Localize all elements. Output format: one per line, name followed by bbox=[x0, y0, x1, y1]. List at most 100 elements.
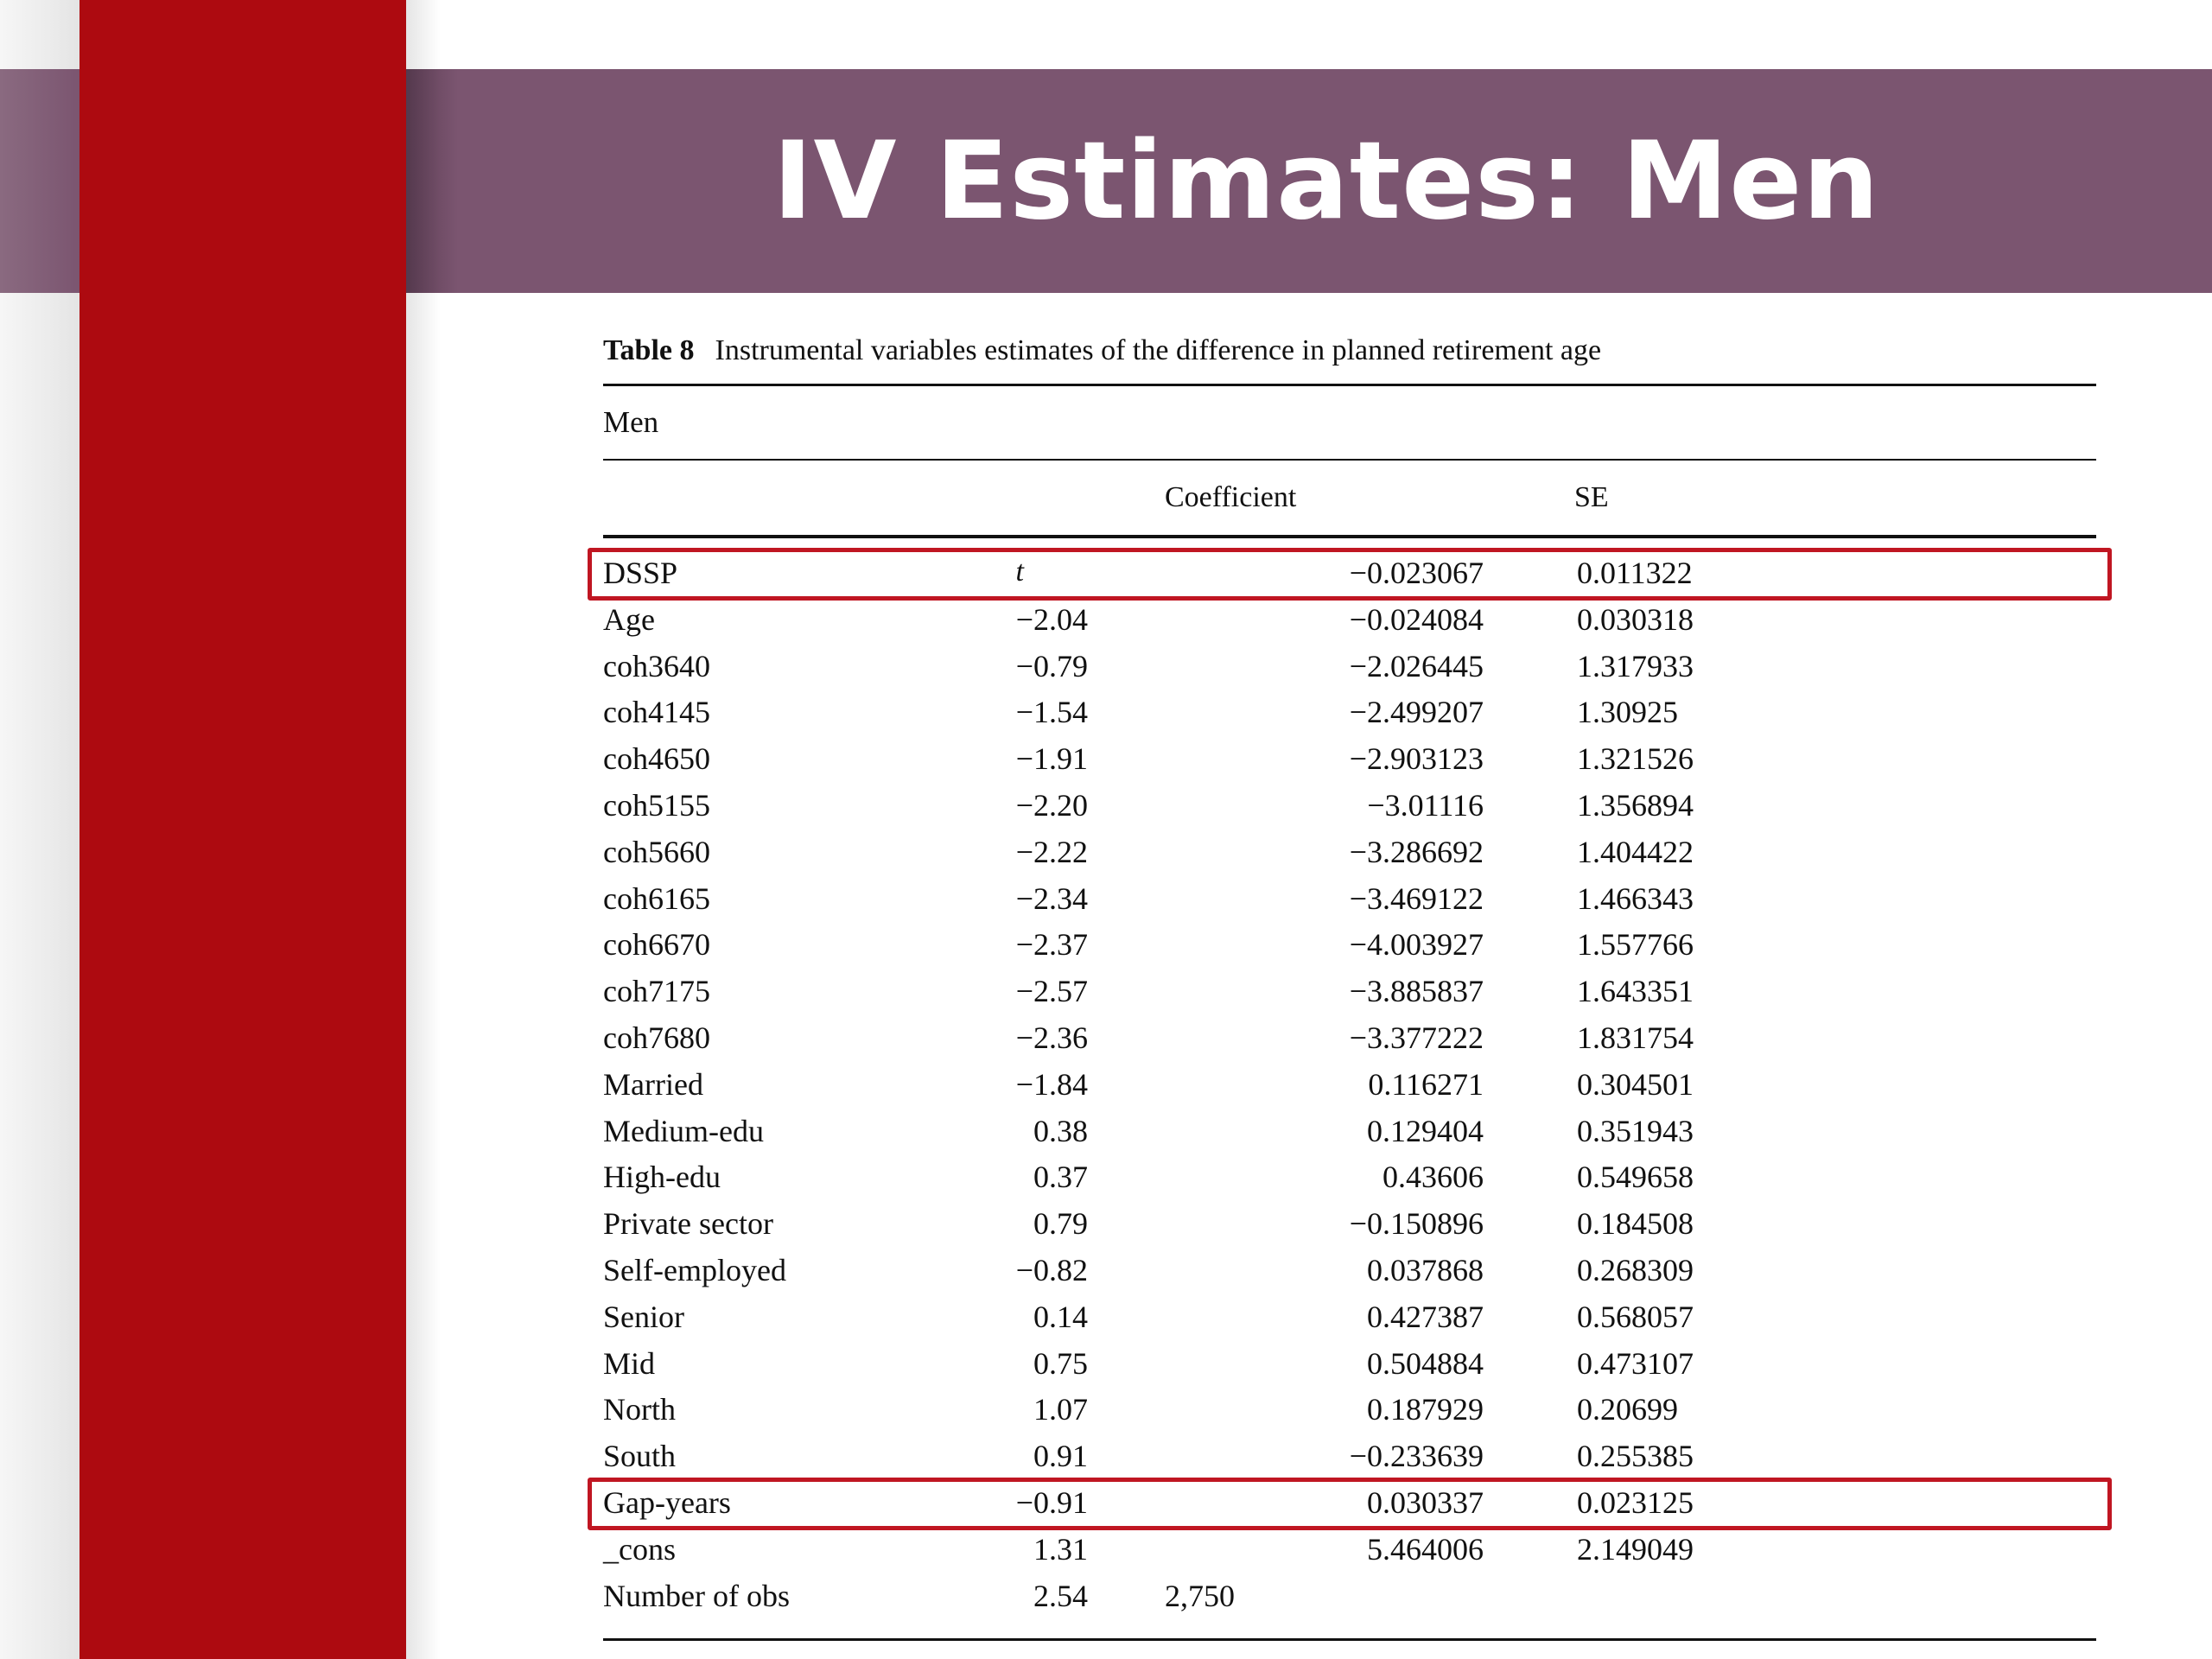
regression-table: Table 8 Instrumental variables estimates … bbox=[588, 318, 2112, 1642]
variable-cell: Number of obs bbox=[603, 1578, 790, 1613]
t-stat-cell: −1.54 bbox=[1015, 695, 1088, 730]
title-band-fade-left bbox=[0, 69, 79, 293]
red-accent-bar bbox=[79, 0, 406, 1659]
se-cell: 1.466343 bbox=[1577, 880, 1694, 916]
t-stat-cell: −1.84 bbox=[1015, 1066, 1088, 1102]
t-stat-cell: −2.04 bbox=[1015, 601, 1088, 637]
coefficient-cell: 0.187929 bbox=[1367, 1392, 1484, 1427]
coefficient-cell: 2,750 bbox=[1165, 1578, 1235, 1613]
variable-cell: Self-employed bbox=[603, 1252, 786, 1287]
t-stat-cell: −2.57 bbox=[1015, 974, 1088, 1009]
t-stat-cell: 0.37 bbox=[1033, 1160, 1088, 1195]
variable-cell: Medium-edu bbox=[603, 1113, 764, 1148]
variable-cell: coh6165 bbox=[603, 880, 710, 916]
variable-cell: coh7175 bbox=[603, 974, 710, 1009]
coefficient-cell: −3.885837 bbox=[1349, 974, 1484, 1009]
coefficient-cell: −3.469122 bbox=[1349, 880, 1484, 916]
se-cell: 0.023125 bbox=[1577, 1484, 1694, 1520]
variable-cell: _cons bbox=[603, 1531, 676, 1567]
obs-count-row: Number of obs 2,750 bbox=[603, 1573, 2096, 1620]
table-row: North 0.187929 0.20699 0.91 bbox=[603, 1387, 2096, 1473]
t-stat-cell: −2.22 bbox=[1015, 834, 1088, 869]
table-row: Senior 0.427387 0.568057 0.75 bbox=[603, 1294, 2096, 1381]
table-row: coh7680 −3.377222 1.831754 −1.84 bbox=[603, 1015, 2096, 1102]
coefficient-cell: 0.427387 bbox=[1367, 1299, 1484, 1334]
se-cell: 0.011322 bbox=[1577, 556, 1693, 590]
t-stat-cell: −2.34 bbox=[1015, 880, 1088, 916]
table-group-label: Men bbox=[603, 405, 659, 439]
table-row: Medium-edu 0.129404 0.351943 0.37 bbox=[603, 1109, 2096, 1195]
header-coefficient: Coefficient bbox=[1165, 481, 1297, 513]
variable-cell: South bbox=[603, 1439, 677, 1474]
coefficient-cell: −0.024084 bbox=[1349, 601, 1484, 637]
red-bar-shadow bbox=[406, 0, 441, 1659]
se-cell: 0.549658 bbox=[1577, 1160, 1694, 1195]
se-cell: 0.20699 bbox=[1577, 1392, 1678, 1427]
t-stat-cell: −1.91 bbox=[1015, 741, 1088, 777]
table-body: DSSP −0.023067 0.011322 −2.04 Age −0.024084 0.… bbox=[588, 538, 2112, 1620]
se-cell: 0.351943 bbox=[1577, 1113, 1694, 1148]
coefficient-cell: −2.499207 bbox=[1349, 695, 1484, 730]
table-row: Private sector −0.150896 0.184508 −0.82 bbox=[603, 1201, 2096, 1287]
se-cell: 1.643351 bbox=[1577, 974, 1694, 1009]
coefficient-cell: −3.01116 bbox=[1367, 787, 1484, 823]
table-row: coh5155 −3.01116 1.356894 −2.22 bbox=[603, 783, 2096, 869]
se-cell: 2.149049 bbox=[1577, 1531, 1694, 1567]
table-row: Married 0.116271 0.304501 0.38 bbox=[603, 1062, 2096, 1148]
variable-cell: coh5155 bbox=[603, 787, 710, 823]
se-cell bbox=[1484, 1573, 2096, 1620]
title-band-shadow bbox=[406, 69, 458, 293]
variable-cell: DSSP bbox=[603, 556, 678, 590]
table-row: Mid 0.504884 0.473107 1.07 bbox=[603, 1341, 2096, 1427]
se-cell: 0.184508 bbox=[1577, 1206, 1694, 1242]
coefficient-cell: −0.233639 bbox=[1349, 1439, 1484, 1474]
coefficient-cell: 0.43606 bbox=[1382, 1160, 1484, 1195]
t-stat-cell: −2.20 bbox=[1015, 787, 1088, 823]
table-row: South −0.233639 0.255385 −0.91 bbox=[603, 1433, 2096, 1520]
coefficient-cell: 0.129404 bbox=[1367, 1113, 1484, 1148]
t-stat-cell: 0.75 bbox=[1033, 1345, 1088, 1381]
coefficient-cell: −0.150896 bbox=[1349, 1206, 1484, 1242]
table-row: High-edu 0.43606 0.549658 0.79 bbox=[603, 1154, 2096, 1241]
variable-cell: coh3640 bbox=[603, 648, 710, 683]
table-row: Age −0.024084 0.030318 −0.79 bbox=[603, 597, 2096, 683]
se-cell: 1.557766 bbox=[1577, 927, 1694, 963]
t-stat-cell: 0.79 bbox=[1033, 1206, 1088, 1242]
se-cell: 1.831754 bbox=[1577, 1020, 1694, 1055]
table-caption-text: Instrumental variables estimates of the … bbox=[715, 334, 1602, 366]
variable-cell: Private sector bbox=[603, 1206, 773, 1242]
coefficient-cell: −3.286692 bbox=[1349, 834, 1484, 869]
coefficient-cell: −4.003927 bbox=[1349, 927, 1484, 963]
se-cell: 0.568057 bbox=[1577, 1299, 1694, 1334]
coefficient-cell: 0.030337 bbox=[1367, 1484, 1484, 1520]
variable-cell: High-edu bbox=[603, 1160, 721, 1195]
slide-title: IV Estimates: Men bbox=[772, 118, 1880, 244]
se-cell: 0.255385 bbox=[1577, 1439, 1694, 1474]
se-cell: 1.404422 bbox=[1577, 834, 1694, 869]
table-row: _cons 5.464006 2.149049 2.54 bbox=[603, 1527, 2096, 1613]
header-se: SE bbox=[1574, 481, 1609, 513]
t-stat-cell: 0.14 bbox=[1033, 1299, 1088, 1334]
variable-cell: coh4650 bbox=[603, 741, 710, 777]
t-stat-cell: −0.79 bbox=[1015, 648, 1088, 683]
t-stat-cell: 1.07 bbox=[1033, 1392, 1088, 1427]
table-top-rule bbox=[603, 384, 2096, 386]
table-header-rule bbox=[603, 535, 2096, 538]
coefficient-cell: −2.903123 bbox=[1349, 741, 1484, 777]
t-stat-cell: −2.37 bbox=[1015, 927, 1088, 963]
se-cell: 0.304501 bbox=[1577, 1066, 1694, 1102]
coefficient-cell: −3.377222 bbox=[1349, 1020, 1484, 1055]
se-cell: 0.030318 bbox=[1577, 601, 1694, 637]
se-cell: 0.473107 bbox=[1577, 1345, 1694, 1381]
coefficient-cell: −2.026445 bbox=[1349, 648, 1484, 683]
table-row: DSSP −0.023067 0.011322 −2.04 bbox=[588, 548, 2112, 637]
se-cell: 1.321526 bbox=[1577, 741, 1694, 777]
variable-cell: coh5660 bbox=[603, 834, 710, 869]
table-row: coh4145 −2.499207 1.30925 −1.91 bbox=[603, 690, 2096, 776]
coefficient-cell: −0.023067 bbox=[1349, 556, 1484, 590]
table-row: coh7175 −3.885837 1.643351 −2.36 bbox=[603, 969, 2096, 1055]
coefficient-cell: 0.504884 bbox=[1367, 1345, 1484, 1381]
variable-cell: Gap-years bbox=[603, 1484, 731, 1520]
se-cell: 0.268309 bbox=[1577, 1252, 1694, 1287]
variable-cell: Mid bbox=[603, 1345, 656, 1381]
